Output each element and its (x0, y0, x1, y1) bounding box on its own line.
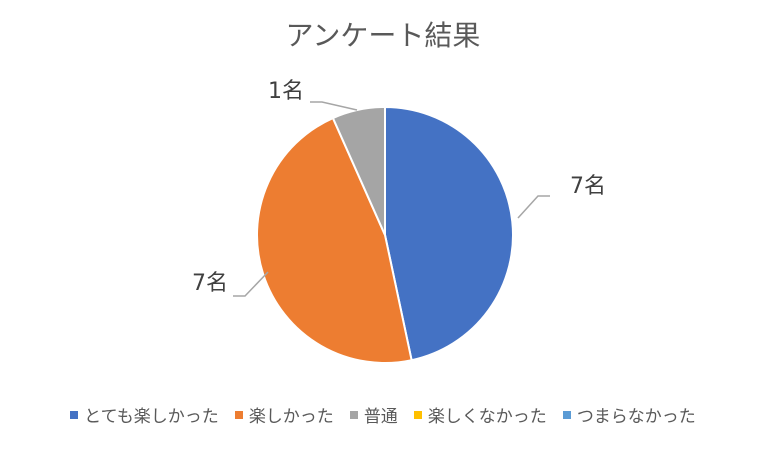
legend-swatch (349, 410, 358, 419)
pie-slice (331, 105, 386, 236)
legend-item: 楽しかった (234, 402, 334, 427)
data-label: 7名 (192, 271, 228, 296)
legend-label: 普通 (363, 407, 398, 427)
legend-label: 楽しかった (248, 407, 334, 427)
legend-item: 楽しくなかった (413, 402, 547, 427)
legend-label: つまらなかった (576, 407, 696, 427)
chart-title: アンケート結果 (285, 19, 481, 52)
data-label: 7名 (570, 174, 606, 199)
legend-swatch (562, 410, 571, 419)
leader-line (517, 195, 550, 219)
leader-line (310, 101, 358, 111)
legend-item: 普通 (349, 402, 398, 427)
legend-swatch (413, 410, 422, 419)
legend-swatch (70, 410, 79, 419)
leader-line (233, 271, 269, 297)
pie-slice (384, 105, 514, 362)
legend-label: とても楽しかった (84, 407, 219, 427)
data-label: 1名 (268, 79, 304, 104)
pie-slice (256, 116, 413, 364)
legend-item: とても楽しかった (70, 402, 219, 427)
legend-item: つまらなかった (562, 402, 696, 427)
legend-label: 楽しくなかった (427, 407, 547, 427)
legend-swatch (234, 410, 243, 419)
legend: とても楽しかった 楽しかった 普通 楽しくなかった つまらなかった (0, 402, 766, 427)
